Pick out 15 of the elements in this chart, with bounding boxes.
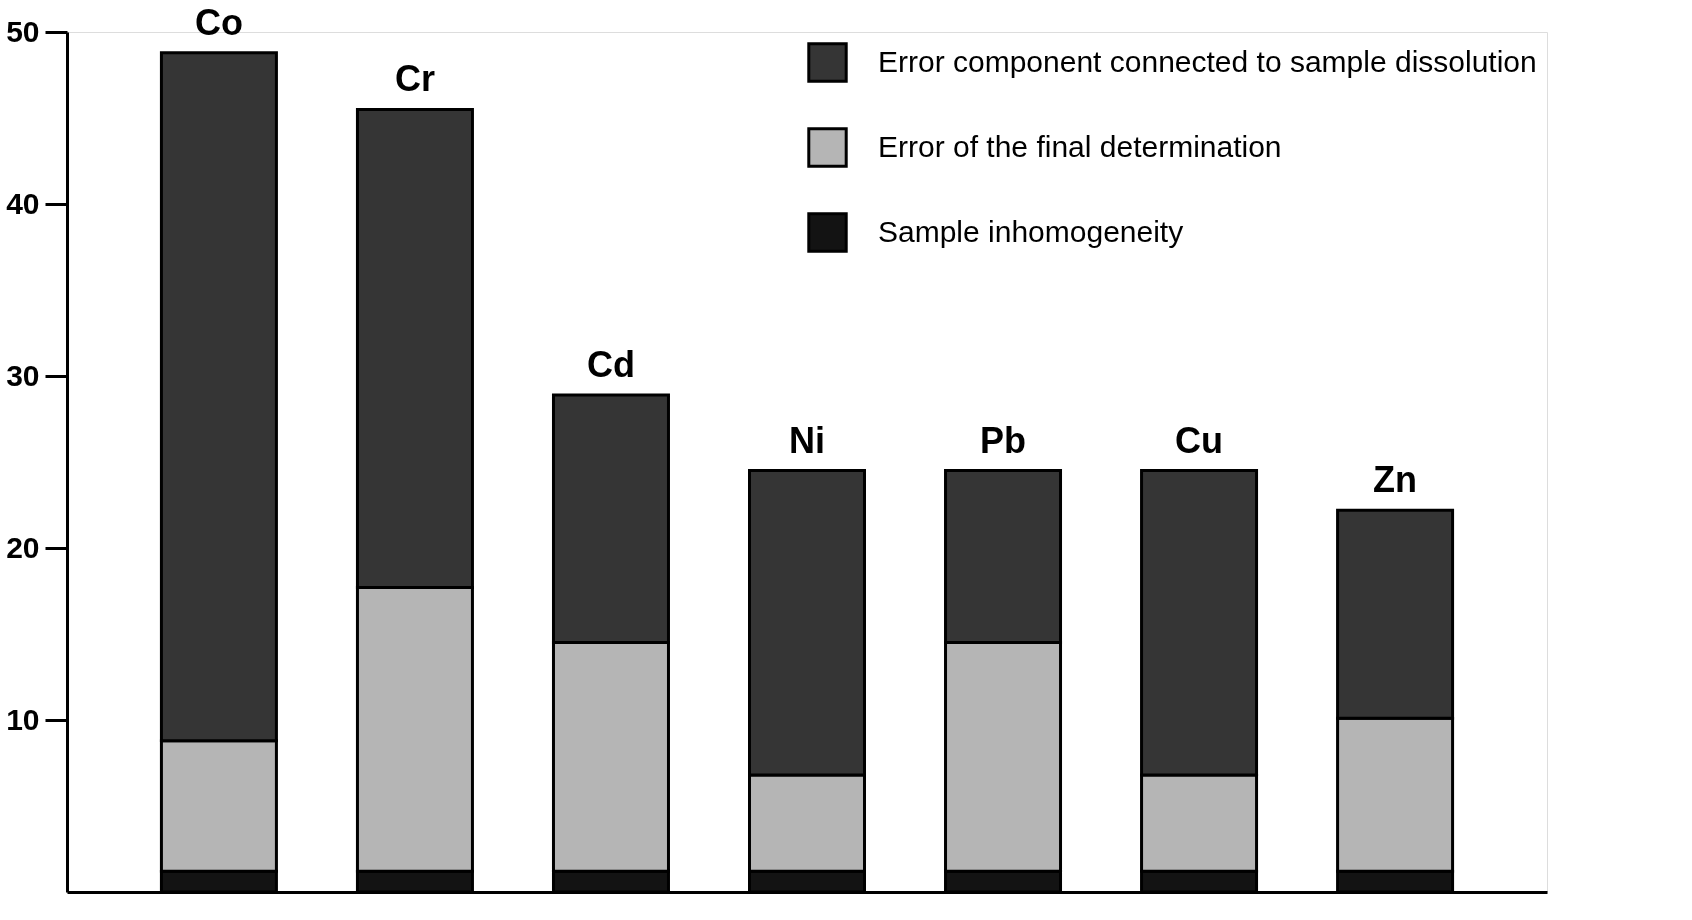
- legend-label: Error of the final determination: [878, 129, 1282, 163]
- y-tick-label: 20: [6, 530, 40, 564]
- x-tick-label: Cd: [586, 343, 635, 385]
- x-tick-label: Cr: [394, 58, 435, 100]
- y-tick-label: 40: [6, 186, 40, 220]
- y-tick-label: 50: [6, 14, 40, 48]
- legend-label: Error component connected to sample dissolution: [878, 44, 1537, 78]
- x-tick-label: Pb: [980, 419, 1027, 461]
- x-tick-label: Co: [194, 1, 243, 43]
- x-tick-label: Ni: [789, 419, 825, 461]
- y-tick-label: 30: [6, 358, 40, 392]
- x-tick-label: Cu: [1175, 419, 1224, 461]
- legend-label: Sample inhomogeneity: [878, 214, 1184, 248]
- x-tick-label: Zn: [1373, 459, 1418, 501]
- y-tick-label: 10: [6, 702, 40, 736]
